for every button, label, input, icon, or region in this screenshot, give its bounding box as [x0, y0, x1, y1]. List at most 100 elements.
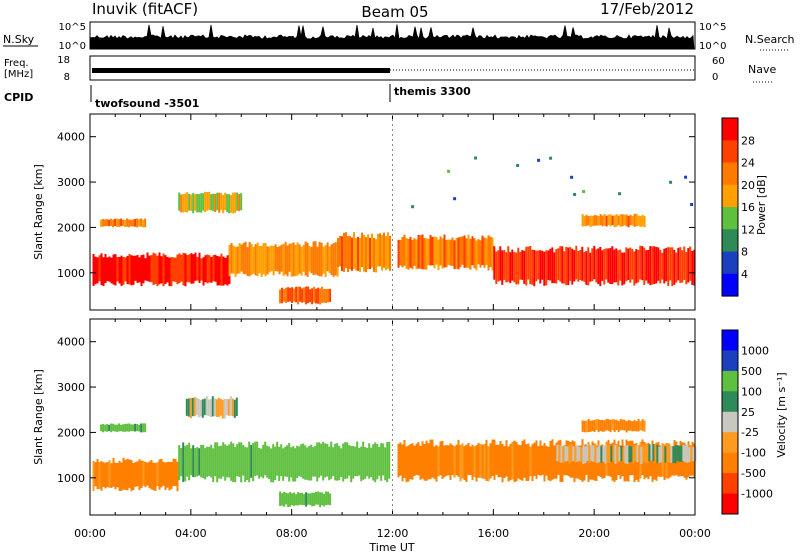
- power-cell: [599, 247, 602, 287]
- power-cell: [583, 251, 586, 282]
- velocity-cell: [419, 446, 422, 480]
- power-cell: [615, 248, 618, 283]
- power-cell: [585, 251, 588, 285]
- y-tick-label: 1000: [57, 267, 85, 280]
- velocity-cell: [607, 419, 610, 431]
- power-cell: [132, 219, 135, 227]
- velocity-cell: [162, 461, 165, 486]
- power-cell: [178, 253, 181, 284]
- power-cell: [164, 255, 167, 284]
- velocity-cell: [309, 493, 312, 505]
- power-cell: [108, 256, 111, 282]
- velocity-cell: [258, 448, 261, 479]
- power-cell: [112, 219, 115, 228]
- power-cell: [657, 247, 660, 281]
- time-tick-label: 08:00: [276, 527, 308, 540]
- power-cell: [282, 243, 285, 276]
- velocity-cell: [611, 442, 614, 481]
- velocity-cell: [648, 444, 651, 462]
- velocity-cell: [280, 444, 283, 477]
- velocity-cell: [360, 446, 363, 482]
- velocity-cell: [193, 397, 196, 417]
- velocity-cell: [595, 445, 598, 481]
- power-cell: [469, 238, 472, 270]
- power-cell: [401, 236, 404, 268]
- velocity-cell: [188, 442, 191, 481]
- power-colorbar-segment: [722, 273, 738, 297]
- velocity-colorbar-segment: [722, 493, 738, 515]
- velocity-cell: [583, 420, 586, 433]
- velocity-cell: [623, 445, 626, 482]
- velocity-cell: [160, 458, 163, 488]
- power-colorbar-tick: 4: [741, 268, 748, 281]
- velocity-cell: [612, 444, 615, 462]
- power-cell: [583, 215, 586, 227]
- velocity-cell: [194, 448, 197, 478]
- velocity-cell: [636, 445, 639, 463]
- velocity-cell: [305, 492, 308, 507]
- velocity-cell: [654, 443, 657, 463]
- velocity-cell: [471, 444, 474, 480]
- velocity-cell: [678, 445, 681, 462]
- power-cell: [665, 248, 668, 282]
- velocity-cell: [575, 446, 578, 479]
- velocity-cell: [501, 443, 504, 483]
- velocity-cell: [138, 459, 141, 491]
- power-cell: [641, 246, 644, 281]
- power-cell: [287, 287, 290, 302]
- velocity-cell: [403, 440, 406, 478]
- velocity-cell: [150, 460, 153, 490]
- power-colorbar-segment: [722, 184, 738, 208]
- nave-right-tick-top: 60: [712, 56, 725, 67]
- velocity-cell: [362, 441, 365, 480]
- power-cell: [619, 249, 622, 281]
- search-right-tick-top: 10^5: [699, 22, 726, 33]
- power-cell: [196, 256, 199, 281]
- power-cell: [320, 242, 323, 277]
- velocity-cell: [176, 461, 179, 492]
- power-cell: [563, 251, 566, 284]
- velocity-cell: [680, 445, 683, 462]
- velocity-cell: [613, 419, 616, 433]
- power-cell: [527, 246, 530, 280]
- velocity-cell: [124, 423, 127, 432]
- velocity-cell: [686, 445, 689, 463]
- velocity-cell: [537, 446, 540, 475]
- power-cell: [569, 247, 572, 281]
- velocity-cell: [278, 446, 281, 481]
- power-cell: [633, 213, 636, 227]
- power-cell: [170, 257, 173, 287]
- power-cell: [633, 251, 636, 286]
- velocity-cell: [236, 444, 239, 477]
- velocity-cell: [642, 444, 645, 462]
- power-cell: [324, 245, 327, 277]
- power-cell: [533, 250, 536, 287]
- velocity-colorbar-frame: [721, 329, 739, 515]
- power-cell: [194, 252, 197, 281]
- velocity-cell: [205, 396, 208, 416]
- velocity-cell: [433, 446, 436, 479]
- power-cell: [136, 218, 139, 228]
- power-cell: [581, 246, 584, 281]
- cpid-mode-2: themis 3300: [394, 85, 471, 98]
- velocity-cell: [493, 439, 496, 480]
- power-cell: [497, 250, 500, 282]
- velocity-cell: [209, 399, 212, 418]
- power-cell: [220, 253, 223, 286]
- velocity-cell: [297, 492, 300, 506]
- power-cell: [655, 246, 658, 284]
- velocity-cell: [94, 462, 97, 487]
- power-cell: [621, 214, 624, 227]
- power-cell: [328, 246, 331, 273]
- velocity-cell: [366, 448, 369, 477]
- power-cell: [330, 244, 333, 275]
- power-cell: [160, 256, 163, 284]
- velocity-cell: [609, 419, 612, 433]
- power-cell: [397, 239, 400, 268]
- power-cell: [571, 248, 574, 285]
- velocity-cell: [646, 444, 649, 464]
- velocity-cell: [439, 441, 442, 476]
- power-cell: [212, 255, 215, 282]
- power-cell: [291, 287, 294, 303]
- velocity-cell: [100, 424, 103, 432]
